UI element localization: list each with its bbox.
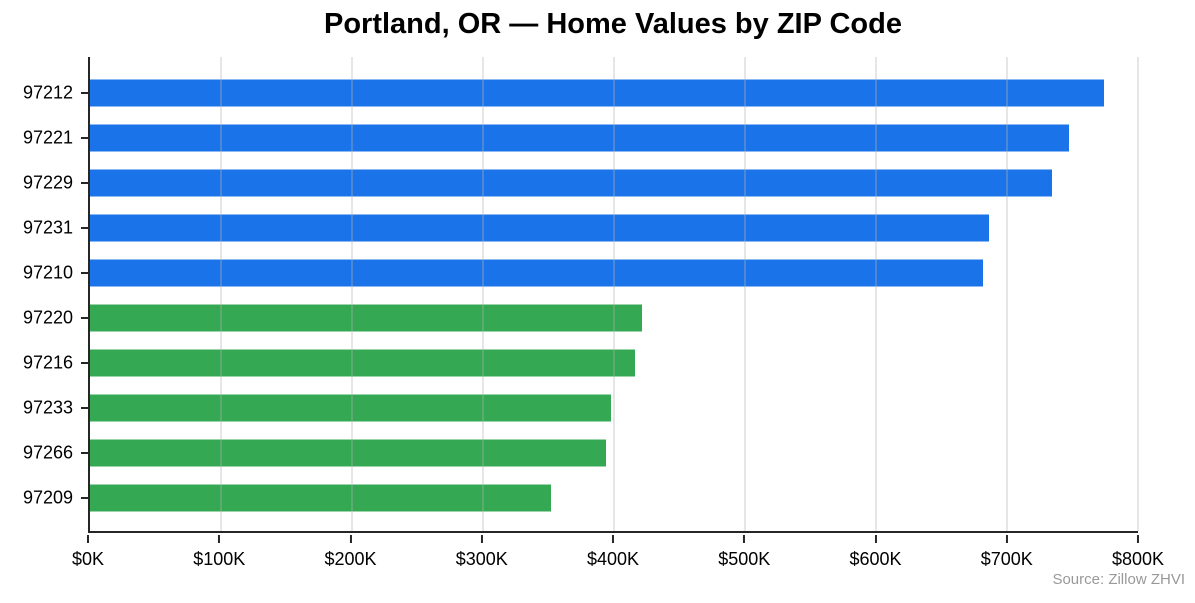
chart-title: Portland, OR — Home Values by ZIP Code bbox=[324, 8, 902, 40]
x-tick-mark bbox=[743, 535, 746, 543]
bar-97233 bbox=[90, 394, 612, 422]
bar-row: 97212 bbox=[23, 71, 1138, 116]
bar-97210 bbox=[90, 259, 984, 287]
bar-row: 97231 bbox=[23, 206, 1138, 251]
bar-row: 97209 bbox=[23, 475, 1138, 520]
y-tick-label: 97212 bbox=[22, 82, 73, 103]
y-tick-mark bbox=[81, 496, 90, 499]
y-tick-mark bbox=[81, 361, 90, 364]
x-tick-label: $100K bbox=[193, 549, 246, 569]
x-tick: $800K bbox=[1112, 535, 1164, 570]
y-tick-mark bbox=[81, 451, 90, 454]
x-tick-mark bbox=[87, 535, 89, 543]
y-tick-label: 97220 bbox=[22, 307, 73, 328]
y-tick-mark bbox=[81, 92, 90, 95]
bar-97266 bbox=[90, 439, 607, 467]
bar-row: 97233 bbox=[23, 385, 1138, 430]
x-tick-label: $400K bbox=[586, 549, 640, 569]
x-tick-mark bbox=[480, 535, 483, 543]
y-tick-label: 97209 bbox=[22, 487, 73, 508]
x-tick: $200K bbox=[324, 535, 377, 570]
x-tick: $300K bbox=[456, 535, 508, 570]
x-tick-mark bbox=[874, 535, 877, 543]
bar-row: 97220 bbox=[23, 296, 1138, 341]
x-tick-mark bbox=[1005, 535, 1008, 543]
y-tick-label: 97221 bbox=[22, 127, 73, 148]
x-tick-label: $300K bbox=[455, 549, 508, 569]
bar-97216 bbox=[90, 349, 635, 377]
y-tick-mark bbox=[81, 227, 90, 230]
y-tick-label: 97231 bbox=[22, 217, 73, 238]
x-tick: $400K bbox=[587, 535, 639, 570]
bar-97221 bbox=[90, 124, 1069, 152]
y-tick-label: 97216 bbox=[22, 352, 73, 373]
x-tick-label: $600K bbox=[849, 549, 902, 569]
bar-row: 97229 bbox=[23, 161, 1138, 206]
bar-97209 bbox=[90, 484, 552, 512]
x-tick-mark bbox=[612, 535, 614, 543]
plot-area: 97212 97221 97229 97231 97210 97220 97216 97233… bbox=[23, 57, 1139, 533]
x-tick-label: $200K bbox=[324, 549, 377, 569]
bar-row: 97266 bbox=[23, 430, 1138, 475]
bar-97212 bbox=[90, 79, 1104, 107]
bar-97220 bbox=[90, 304, 642, 332]
x-tick-label: $800K bbox=[1111, 549, 1165, 569]
bar-97229 bbox=[90, 169, 1052, 197]
x-tick: $100K bbox=[193, 535, 245, 570]
x-tick-label: $0K bbox=[71, 549, 105, 569]
bar-row: 97221 bbox=[23, 116, 1138, 161]
x-tick: $0K bbox=[72, 535, 104, 570]
y-tick-mark bbox=[81, 316, 90, 319]
y-tick-label: 97266 bbox=[22, 442, 73, 463]
y-tick-label: 97229 bbox=[22, 172, 73, 193]
x-tick: $500K bbox=[718, 535, 770, 570]
source-note: Source: Zillow ZHVI bbox=[1052, 571, 1185, 588]
y-tick-label: 97210 bbox=[22, 262, 73, 283]
x-tick-mark bbox=[218, 535, 221, 543]
bar-row: 97216 bbox=[23, 340, 1138, 385]
y-tick-mark bbox=[81, 137, 90, 140]
y-tick-mark bbox=[81, 182, 90, 185]
bar-97231 bbox=[90, 214, 989, 242]
bar-series: 97212 97221 97229 97231 97210 97220 97216 97233… bbox=[23, 57, 1138, 531]
x-tick-mark bbox=[349, 535, 352, 543]
x-tick: $700K bbox=[981, 535, 1033, 570]
bar-row: 97210 bbox=[23, 251, 1138, 296]
x-tick: $600K bbox=[849, 535, 902, 570]
x-tick-label: $700K bbox=[980, 549, 1033, 569]
y-tick-mark bbox=[81, 272, 90, 275]
x-tick-mark bbox=[1137, 535, 1139, 543]
y-tick-mark bbox=[81, 406, 90, 409]
y-tick-label: 97233 bbox=[22, 397, 73, 418]
x-tick-label: $500K bbox=[718, 549, 771, 569]
